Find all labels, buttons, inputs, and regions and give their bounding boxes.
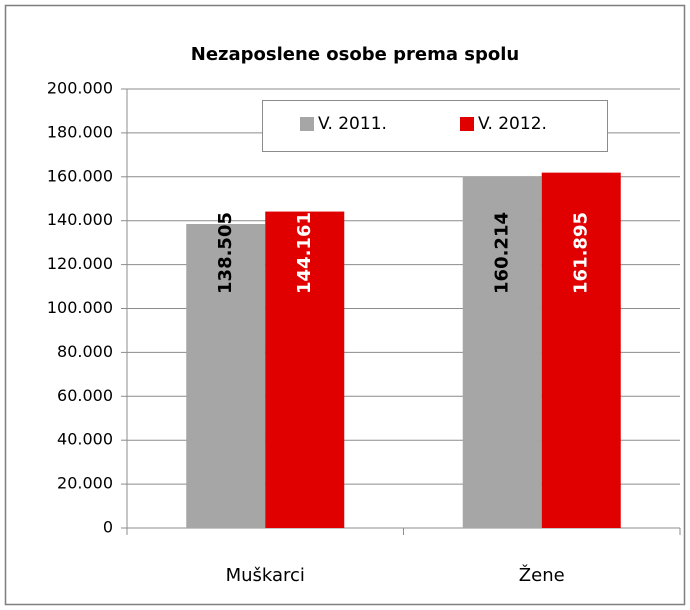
y-tick-label: 180.000 (47, 122, 113, 141)
value-label: 161.895 (570, 212, 591, 294)
x-tick-label: Žene (519, 564, 565, 586)
value-label: 160.214 (491, 212, 512, 294)
bar (541, 172, 621, 528)
bar (462, 176, 542, 529)
y-tick-label: 200.000 (47, 79, 113, 98)
y-tick-label: 140.000 (47, 210, 113, 229)
legend-swatch (300, 117, 314, 131)
y-tick-label: 160.000 (47, 166, 113, 185)
legend-swatch (460, 117, 474, 131)
value-label: 138.505 (215, 212, 236, 294)
value-label: 144.161 (294, 212, 315, 294)
legend-label: V. 2011. (318, 114, 387, 134)
x-tick-label: Muškarci (226, 565, 305, 586)
y-tick-label: 120.000 (47, 254, 113, 273)
legend-box (262, 100, 608, 152)
y-tick-label: 100.000 (47, 298, 113, 317)
y-tick-label: 0 (103, 518, 113, 537)
y-tick-label: 60.000 (57, 386, 113, 405)
bar (265, 211, 345, 529)
legend-label: V. 2012. (478, 114, 547, 134)
bar (186, 223, 266, 529)
chart-title: Nezaposlene osobe prema spolu (191, 44, 519, 65)
y-tick-label: 40.000 (57, 430, 113, 449)
y-tick-label: 80.000 (57, 342, 113, 361)
y-tick-label: 20.000 (57, 474, 113, 493)
